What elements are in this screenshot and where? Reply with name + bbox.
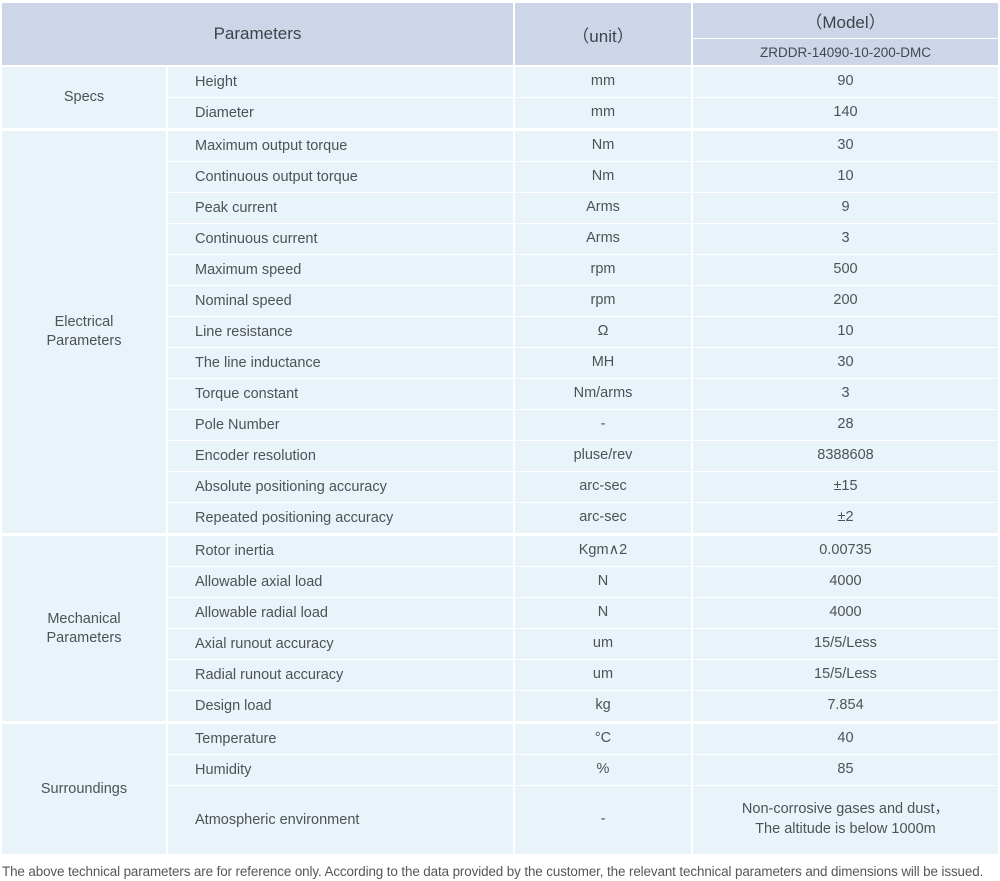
value-cell: 85	[693, 755, 998, 785]
header-model-label: （Model）	[693, 3, 998, 38]
unit-cell: rpm	[515, 286, 691, 316]
param-cell: Nominal speed	[168, 286, 513, 316]
unit-cell: Arms	[515, 193, 691, 223]
unit-cell: N	[515, 598, 691, 628]
value-cell: 15/5/Less	[693, 629, 998, 659]
value-cell: 4000	[693, 598, 998, 628]
table-header: Parameters （unit） （Model） ZRDDR-14090-10…	[2, 3, 998, 65]
param-cell: The line inductance	[168, 348, 513, 378]
unit-cell: Kgm∧2	[515, 536, 691, 566]
value-cell: Non-corrosive gases and dust， The altitu…	[693, 786, 998, 854]
param-cell: Repeated positioning accuracy	[168, 503, 513, 533]
param-cell: Peak current	[168, 193, 513, 223]
value-cell: 3	[693, 224, 998, 254]
unit-cell: rpm	[515, 255, 691, 285]
unit-cell: kg	[515, 691, 691, 721]
unit-cell: MH	[515, 348, 691, 378]
param-cell: Height	[168, 67, 513, 97]
section-surroundings: Surroundings Temperature °C 40 Humidity% 85 At…	[2, 724, 998, 854]
value-cell: 30	[693, 348, 998, 378]
unit-cell: arc-sec	[515, 472, 691, 502]
value-cell: 200	[693, 286, 998, 316]
spec-table-body: Specs Height mm 90 Diameter mm 140 Electrical P…	[2, 67, 998, 854]
category-cell: Surroundings	[2, 724, 166, 854]
header-unit: （unit）	[515, 3, 691, 65]
value-cell: 40	[693, 724, 998, 754]
value-cell: 10	[693, 162, 998, 192]
section-electrical-parameters: Electrical Parameters Maximum output torq…	[2, 131, 998, 533]
unit-cell: mm	[515, 67, 691, 97]
spec-table: Parameters （unit） （Model） ZRDDR-14090-10…	[2, 3, 998, 854]
unit-cell: Nm	[515, 131, 691, 161]
param-cell: Allowable axial load	[168, 567, 513, 597]
param-cell: Continuous current	[168, 224, 513, 254]
unit-cell: Arms	[515, 224, 691, 254]
param-cell: Torque constant	[168, 379, 513, 409]
param-cell: Radial runout accuracy	[168, 660, 513, 690]
value-cell: ±2	[693, 503, 998, 533]
param-cell: Rotor inertia	[168, 536, 513, 566]
unit-cell: Ω	[515, 317, 691, 347]
header-model-group: （Model） ZRDDR-14090-10-200-DMC	[693, 3, 998, 65]
param-cell: Encoder resolution	[168, 441, 513, 471]
header-parameters: Parameters	[2, 3, 513, 65]
category-cell: Mechanical Parameters	[2, 536, 166, 721]
param-cell: Continuous output torque	[168, 162, 513, 192]
unit-cell: %	[515, 755, 691, 785]
section-specs: Specs Height mm 90 Diameter mm 140	[2, 67, 998, 128]
param-cell: Pole Number	[168, 410, 513, 440]
value-cell: 15/5/Less	[693, 660, 998, 690]
value-cell: 4000	[693, 567, 998, 597]
section-mechanical-parameters: Mechanical Parameters Rotor inertia Kgm∧2 0…	[2, 536, 998, 721]
param-cell: Atmospheric environment	[168, 786, 513, 854]
footnote: The above technical parameters are for r…	[2, 864, 984, 879]
category-cell: Electrical Parameters	[2, 131, 166, 533]
unit-cell: -	[515, 410, 691, 440]
value-cell: 7.854	[693, 691, 998, 721]
unit-cell: Nm	[515, 162, 691, 192]
value-cell: 30	[693, 131, 998, 161]
value-cell: 90	[693, 67, 998, 97]
value-cell: 3	[693, 379, 998, 409]
param-cell: Line resistance	[168, 317, 513, 347]
value-cell: ±15	[693, 472, 998, 502]
param-cell: Axial runout accuracy	[168, 629, 513, 659]
param-cell: Maximum output torque	[168, 131, 513, 161]
value-cell: 500	[693, 255, 998, 285]
unit-cell: um	[515, 660, 691, 690]
param-cell: Diameter	[168, 98, 513, 128]
value-cell: 0.00735	[693, 536, 998, 566]
header-model-value: ZRDDR-14090-10-200-DMC	[693, 39, 998, 65]
unit-cell: arc-sec	[515, 503, 691, 533]
param-cell: Temperature	[168, 724, 513, 754]
param-cell: Humidity	[168, 755, 513, 785]
value-cell: 9	[693, 193, 998, 223]
param-cell: Design load	[168, 691, 513, 721]
value-cell: 8388608	[693, 441, 998, 471]
param-cell: Maximum speed	[168, 255, 513, 285]
unit-cell: N	[515, 567, 691, 597]
unit-cell: -	[515, 786, 691, 854]
param-cell: Absolute positioning accuracy	[168, 472, 513, 502]
value-cell: 140	[693, 98, 998, 128]
value-cell: 10	[693, 317, 998, 347]
param-cell: Allowable radial load	[168, 598, 513, 628]
value-cell: 28	[693, 410, 998, 440]
unit-cell: mm	[515, 98, 691, 128]
unit-cell: °C	[515, 724, 691, 754]
unit-cell: pluse/rev	[515, 441, 691, 471]
unit-cell: Nm/arms	[515, 379, 691, 409]
category-cell: Specs	[2, 67, 166, 128]
unit-cell: um	[515, 629, 691, 659]
